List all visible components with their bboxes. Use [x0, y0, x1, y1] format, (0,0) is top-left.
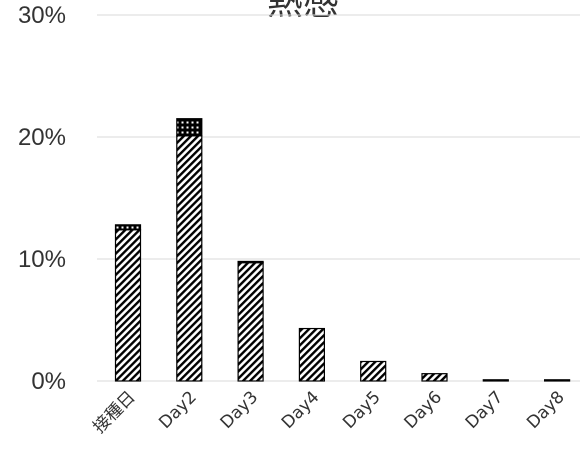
bar-segment [114, 229, 142, 382]
bar-segment [360, 360, 387, 382]
x-axis-labels: 接種日 Day2 Day3 Day4 Day5 Day6 Day7 Day8 [89, 387, 568, 437]
x-tick-label: Day5 [339, 387, 385, 433]
chart-title: 熱感 [267, 0, 339, 23]
bar-segment [114, 224, 142, 231]
y-axis-ticks: 0% 10% 20% 30% [18, 2, 66, 395]
bar-segment [176, 118, 203, 137]
y-tick-label: 10% [18, 246, 66, 273]
bars [114, 118, 571, 382]
x-tick-label: 接種日 [89, 387, 139, 437]
x-tick-label: Day7 [462, 387, 508, 433]
x-tick-label: Day6 [401, 387, 447, 433]
bar-segment [298, 327, 325, 382]
bar-segment [482, 379, 509, 382]
bar-segment [237, 260, 264, 264]
bar-segment [237, 262, 264, 382]
y-tick-label: 0% [31, 368, 66, 395]
x-tick-label: Day8 [523, 387, 569, 433]
bar-segment [543, 379, 571, 382]
bar-segment [421, 373, 448, 382]
y-tick-label: 20% [18, 124, 66, 151]
x-tick-label: Day2 [155, 387, 201, 433]
x-tick-label: Day4 [278, 387, 324, 433]
bar-segment [176, 135, 203, 382]
y-tick-label: 30% [18, 2, 66, 29]
gridlines [97, 14, 580, 382]
x-tick-label: Day3 [217, 387, 263, 433]
